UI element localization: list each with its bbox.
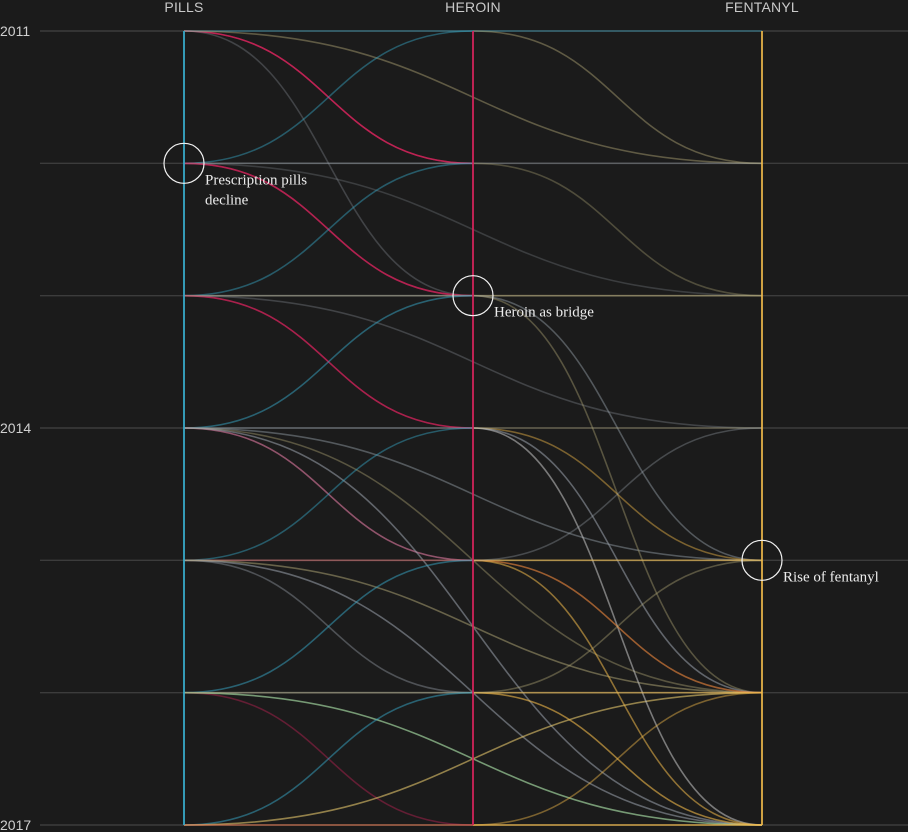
annotation-circle-2	[741, 539, 783, 581]
annotations: Prescription pills decline Heroin as bridg…	[163, 142, 879, 585]
column-axes	[183, 31, 763, 825]
flow-line-34	[183, 691, 474, 826]
flow-line-10	[183, 162, 474, 297]
year-labels: 2011 2014 2017	[0, 23, 31, 832]
flow-line-43	[472, 294, 763, 694]
flow-lines	[183, 30, 763, 826]
annotation-circle-0	[163, 142, 205, 184]
flow-line-23	[183, 427, 474, 562]
flow-line-4	[183, 30, 474, 297]
year-label-2014: 2014	[0, 420, 31, 436]
flow-line-54	[472, 559, 763, 694]
flow-line-18	[183, 427, 474, 562]
year-label-2011: 2011	[0, 23, 30, 39]
flow-line-19	[183, 427, 474, 562]
flow-line-49	[472, 559, 763, 694]
flow-line-7	[183, 162, 474, 297]
annotation-text-0-1: decline	[205, 192, 249, 208]
flow-line-16	[183, 294, 474, 429]
column-label-heroin: HEROIN	[445, 0, 501, 15]
flow-line-40	[472, 162, 763, 297]
column-label-pills: PILLS	[164, 0, 203, 15]
annotation-text-1-0: Heroin as bridge	[494, 305, 594, 321]
flow-line-38	[472, 30, 763, 165]
flow-line-1	[183, 30, 474, 165]
flow-line-53	[472, 691, 763, 826]
annotation-circle-1	[452, 275, 494, 317]
column-label-fentanyl: FENTANYL	[725, 0, 799, 15]
annotation-text-2-0: Rise of fentanyl	[783, 569, 879, 585]
year-label-2017: 2017	[0, 817, 31, 832]
flow-line-51	[472, 427, 763, 562]
annotation-text-0-0: Prescription pills	[205, 172, 307, 188]
flow-line-42	[472, 294, 763, 562]
flow-line-29	[183, 559, 474, 694]
flow-line-8	[183, 162, 474, 297]
flow-line-5	[183, 30, 474, 165]
flow-line-44	[472, 427, 763, 562]
flow-line-55	[472, 691, 763, 826]
column-labels: PILLS HEROIN FENTANYL	[164, 0, 798, 15]
